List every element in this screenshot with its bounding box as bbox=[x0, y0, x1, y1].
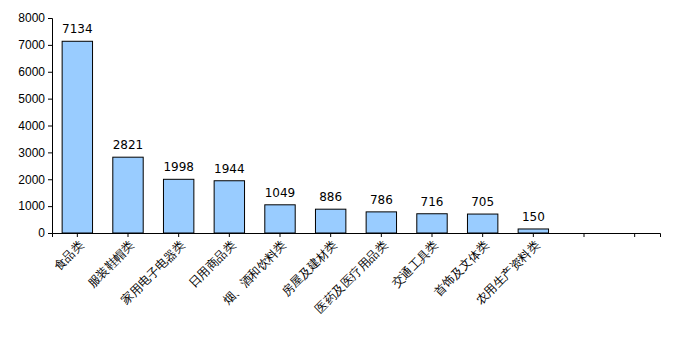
y-tick-label: 5000 bbox=[18, 92, 45, 106]
x-tick-label: 烟、酒和饮料类 bbox=[220, 238, 289, 307]
y-tick: 5000 bbox=[18, 92, 52, 106]
chart: 7134 2821 1998 1944 1049 886 786 716 705 150 0 1000… bbox=[0, 0, 679, 364]
x-axis: 食品类服装鞋帽类家用电子电器类日用商品类烟、酒和饮料类房屋及建材类医药及医疗用品… bbox=[51, 233, 660, 316]
x-tick-mark bbox=[634, 233, 635, 237]
bar bbox=[315, 209, 345, 233]
data-label: 2821 bbox=[113, 138, 144, 152]
y-tick-mark bbox=[48, 45, 52, 46]
data-labels: 7134 2821 1998 1944 1049 886 786 716 705 150 bbox=[62, 22, 545, 224]
y-tick: 8000 bbox=[18, 11, 52, 25]
x-tick-mark bbox=[280, 233, 281, 237]
y-tick-mark bbox=[48, 126, 52, 127]
y-tick-label: 7000 bbox=[18, 38, 45, 52]
x-tick-mark bbox=[533, 233, 534, 237]
x-tick-label: 家用电子电器类 bbox=[118, 238, 187, 307]
x-tick-label: 交通工具类 bbox=[389, 238, 441, 290]
x-tick bbox=[584, 233, 585, 237]
y-tick-mark bbox=[48, 179, 52, 180]
y-tick-mark bbox=[48, 18, 52, 19]
x-tick-label: 日用商品类 bbox=[186, 238, 238, 290]
x-tick: 医药及医疗用品类 bbox=[313, 233, 391, 316]
x-tick: 服装鞋帽类 bbox=[85, 233, 137, 291]
x-tick-mark bbox=[229, 233, 230, 237]
bar bbox=[265, 205, 295, 233]
data-label: 1998 bbox=[163, 160, 194, 174]
data-label: 7134 bbox=[62, 22, 93, 36]
y-tick: 1000 bbox=[18, 199, 52, 213]
x-tick: 烟、酒和饮料类 bbox=[220, 233, 289, 307]
y-tick-label: 3000 bbox=[18, 146, 45, 160]
y-axis-line bbox=[48, 19, 53, 234]
x-tick: 农用生产资料类 bbox=[473, 233, 542, 307]
bar bbox=[417, 214, 447, 233]
bar bbox=[113, 157, 143, 233]
x-tick-mark bbox=[77, 233, 78, 237]
data-label: 1944 bbox=[214, 162, 245, 176]
bar bbox=[467, 214, 497, 233]
y-tick-mark bbox=[48, 152, 52, 153]
data-label: 1049 bbox=[265, 186, 296, 200]
x-tick-mark bbox=[330, 233, 331, 237]
x-tick-mark bbox=[584, 233, 585, 237]
x-tick-label: 农用生产资料类 bbox=[473, 238, 542, 307]
bar bbox=[518, 229, 548, 233]
y-axis: 0 1000 2000 3000 4000 5000 6000 7000 8000 bbox=[18, 11, 52, 240]
x-tick: 家用电子电器类 bbox=[118, 233, 187, 307]
bar bbox=[366, 212, 396, 233]
x-tick: 食品类 bbox=[51, 233, 86, 274]
y-tick-label: 0 bbox=[38, 226, 45, 240]
y-tick: 7000 bbox=[18, 38, 52, 52]
y-tick-label: 8000 bbox=[18, 11, 45, 25]
x-tick-mark bbox=[381, 233, 382, 237]
x-axis-line bbox=[53, 234, 661, 238]
x-tick-label: 食品类 bbox=[51, 238, 86, 273]
y-tick-label: 1000 bbox=[18, 199, 45, 213]
data-label: 786 bbox=[370, 193, 393, 207]
y-tick-label: 2000 bbox=[18, 173, 45, 187]
data-label: 150 bbox=[522, 210, 545, 224]
y-tick-label: 6000 bbox=[18, 65, 45, 79]
bars bbox=[62, 41, 548, 233]
y-tick-mark bbox=[48, 206, 52, 207]
bar bbox=[163, 179, 193, 233]
bar bbox=[214, 181, 244, 233]
y-tick: 3000 bbox=[18, 146, 52, 160]
y-tick-mark bbox=[48, 99, 52, 100]
data-label: 705 bbox=[471, 195, 494, 209]
bar bbox=[62, 41, 92, 233]
y-tick-mark bbox=[48, 233, 52, 234]
y-tick: 0 bbox=[38, 226, 52, 240]
y-tick: 4000 bbox=[18, 119, 52, 133]
x-tick-label: 医药及医疗用品类 bbox=[313, 238, 391, 316]
x-tick: 日用商品类 bbox=[186, 233, 238, 291]
y-tick: 6000 bbox=[18, 65, 52, 79]
x-tick-mark bbox=[178, 233, 179, 237]
x-tick: 交通工具类 bbox=[389, 233, 441, 291]
y-tick: 2000 bbox=[18, 173, 52, 187]
x-tick-mark bbox=[432, 233, 433, 237]
data-label: 716 bbox=[421, 195, 444, 209]
x-tick-mark bbox=[128, 233, 129, 237]
y-tick-label: 4000 bbox=[18, 119, 45, 133]
data-label: 886 bbox=[319, 190, 342, 204]
x-tick bbox=[634, 233, 635, 237]
x-tick-label: 服装鞋帽类 bbox=[85, 238, 137, 290]
y-tick-mark bbox=[48, 72, 52, 73]
x-tick-mark bbox=[482, 233, 483, 237]
plot: 7134 2821 1998 1944 1049 886 786 716 705 150 0 1000… bbox=[18, 11, 660, 316]
